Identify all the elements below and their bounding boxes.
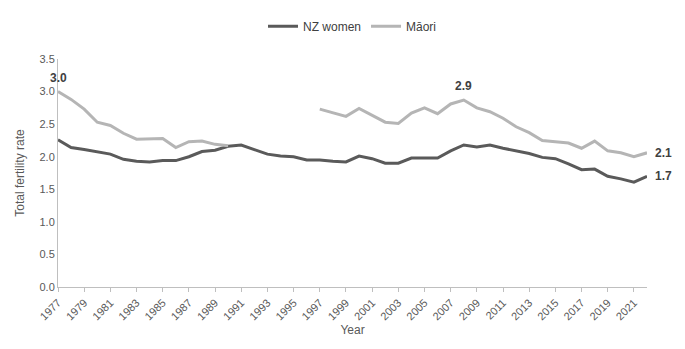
svg-text:Total fertility rate: Total fertility rate	[13, 129, 27, 217]
svg-text:Māori: Māori	[406, 20, 436, 34]
svg-text:1977: 1977	[38, 297, 64, 323]
svg-text:2.0: 2.0	[40, 151, 55, 163]
svg-text:2001: 2001	[352, 297, 378, 323]
svg-text:3.5: 3.5	[40, 53, 55, 65]
svg-text:1.7: 1.7	[655, 169, 672, 183]
svg-text:1995: 1995	[273, 297, 299, 323]
svg-text:Year: Year	[340, 323, 364, 337]
svg-text:3.0: 3.0	[40, 85, 55, 97]
svg-text:2019: 2019	[587, 297, 613, 323]
svg-text:2.9: 2.9	[455, 79, 472, 93]
svg-text:2013: 2013	[509, 297, 535, 323]
svg-text:1.5: 1.5	[40, 183, 55, 195]
svg-text:2007: 2007	[430, 297, 456, 323]
svg-text:2.5: 2.5	[40, 118, 55, 130]
svg-text:2021: 2021	[613, 297, 639, 323]
svg-text:1999: 1999	[325, 297, 351, 323]
svg-text:2017: 2017	[561, 297, 587, 323]
svg-text:2011: 2011	[483, 297, 508, 322]
svg-text:2005: 2005	[404, 297, 430, 323]
svg-text:1993: 1993	[247, 297, 273, 323]
svg-text:1991: 1991	[221, 297, 247, 323]
svg-text:1983: 1983	[116, 297, 142, 323]
svg-text:2.1: 2.1	[655, 146, 672, 160]
svg-text:1979: 1979	[64, 297, 90, 323]
svg-text:1985: 1985	[142, 297, 168, 323]
svg-text:NZ women: NZ women	[303, 20, 361, 34]
svg-text:1997: 1997	[299, 297, 325, 323]
svg-text:1989: 1989	[195, 297, 221, 323]
svg-text:1.0: 1.0	[40, 216, 55, 228]
svg-text:3.0: 3.0	[50, 71, 67, 85]
svg-text:0.0: 0.0	[40, 281, 55, 293]
svg-text:2009: 2009	[456, 297, 482, 323]
svg-text:1987: 1987	[168, 297, 194, 323]
svg-text:2003: 2003	[378, 297, 404, 323]
svg-text:2015: 2015	[535, 297, 561, 323]
svg-text:1981: 1981	[90, 297, 116, 323]
svg-text:0.5: 0.5	[40, 248, 55, 260]
